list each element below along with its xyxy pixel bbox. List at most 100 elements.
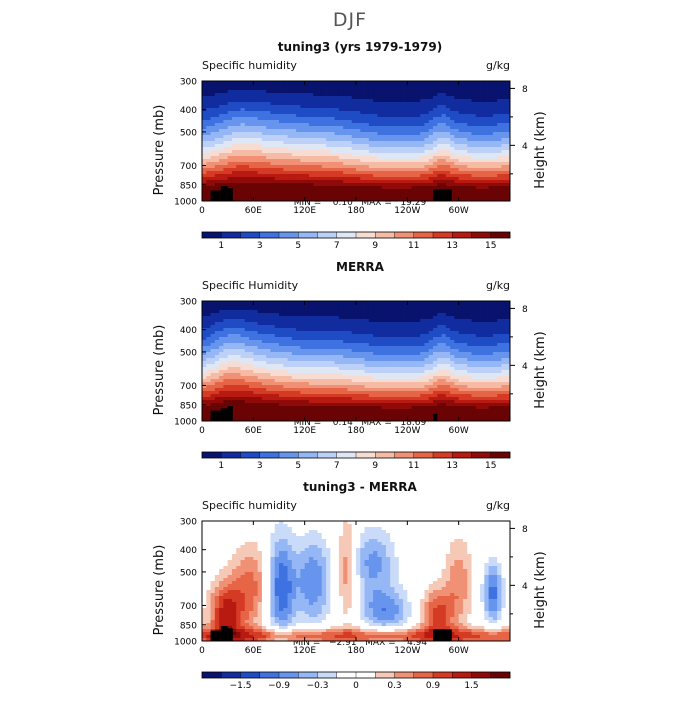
- heatmap-cell: [339, 319, 344, 322]
- heatmap-cell: [459, 99, 464, 102]
- heatmap-cell: [206, 138, 211, 141]
- heatmap-cell: [330, 319, 335, 322]
- heatmap-cell: [326, 346, 331, 349]
- heatmap-cell: [399, 126, 404, 129]
- heatmap-cell: [484, 183, 489, 186]
- heatmap-cell: [403, 102, 408, 105]
- heatmap-cell: [373, 186, 378, 189]
- heatmap-cell: [386, 84, 391, 87]
- heatmap-cell: [236, 111, 241, 114]
- heatmap-cell: [429, 343, 434, 346]
- heatmap-cell: [446, 334, 451, 337]
- heatmap-cell: [339, 376, 344, 379]
- heatmap-cell: [437, 304, 442, 307]
- heatmap-cell: [377, 129, 382, 132]
- heatmap-cell: [463, 168, 468, 171]
- heatmap-cell: [420, 108, 425, 111]
- heatmap-cell: [309, 123, 314, 126]
- heatmap-cell: [211, 376, 216, 379]
- heatmap-cell: [330, 132, 335, 135]
- heatmap-cell: [241, 301, 246, 304]
- heatmap-cell: [416, 189, 421, 192]
- heatmap-cell: [335, 108, 340, 111]
- heatmap-cell: [429, 379, 434, 382]
- heatmap-cell: [339, 307, 344, 310]
- heatmap-cell: [275, 99, 280, 102]
- heatmap-cell: [377, 144, 382, 147]
- heatmap-cell: [489, 90, 494, 93]
- heatmap-cell: [365, 93, 370, 96]
- heatmap-cell: [313, 93, 318, 96]
- heatmap-cell: [484, 370, 489, 373]
- heatmap-cell: [215, 87, 220, 90]
- heatmap-cell: [223, 337, 228, 340]
- heatmap-cell: [497, 138, 502, 141]
- heatmap-cell: [493, 81, 498, 84]
- heatmap-cell: [262, 147, 267, 150]
- heatmap-cell: [446, 349, 451, 352]
- heatmap-cell: [459, 304, 464, 307]
- heatmap-cell: [399, 364, 404, 367]
- heatmap-cell: [365, 352, 370, 355]
- heatmap-cell: [356, 370, 361, 373]
- heatmap-cell: [202, 313, 207, 316]
- heatmap-cell: [279, 168, 284, 171]
- heatmap-cell: [382, 93, 387, 96]
- heatmap-cell: [343, 117, 348, 120]
- heatmap-cell: [258, 102, 263, 105]
- heatmap-cell: [433, 343, 438, 346]
- heatmap-cell: [420, 355, 425, 358]
- x-tick-label: 60W: [448, 206, 468, 216]
- heatmap-cell: [211, 144, 216, 147]
- heatmap-cell: [343, 93, 348, 96]
- heatmap-cell: [339, 162, 344, 165]
- heatmap-cell: [386, 325, 391, 328]
- heatmap-cell: [241, 355, 246, 358]
- heatmap-cell: [245, 93, 250, 96]
- heatmap-cell: [424, 120, 429, 123]
- heatmap-cell: [288, 319, 293, 322]
- heatmap-cell: [292, 189, 297, 192]
- heatmap-cell: [493, 322, 498, 325]
- heatmap-cell: [335, 361, 340, 364]
- heatmap-cell: [245, 105, 250, 108]
- heatmap-cell: [493, 319, 498, 322]
- heatmap-cell: [356, 195, 361, 198]
- heatmap-cell: [296, 192, 301, 195]
- heatmap-cell: [407, 370, 412, 373]
- heatmap-cell: [433, 87, 438, 90]
- heatmap-cell: [275, 358, 280, 361]
- heatmap-cell: [420, 174, 425, 177]
- heatmap-cell: [463, 147, 468, 150]
- heatmap-cell: [420, 382, 425, 385]
- heatmap-cell: [219, 301, 224, 304]
- heatmap-cell: [288, 123, 293, 126]
- heatmap-cell: [424, 159, 429, 162]
- heatmap-cell: [223, 123, 228, 126]
- heatmap-cell: [223, 144, 228, 147]
- heatmap-cell: [450, 367, 455, 370]
- heatmap-cell: [309, 307, 314, 310]
- heatmap-cell: [369, 114, 374, 117]
- heatmap-cell: [206, 307, 211, 310]
- heatmap-cell: [420, 123, 425, 126]
- heatmap-cell: [454, 180, 459, 183]
- heatmap-cell: [270, 370, 275, 373]
- heatmap-cell: [305, 105, 310, 108]
- heatmap-cell: [215, 358, 220, 361]
- heatmap-cell: [365, 81, 370, 84]
- heatmap-cell: [215, 156, 220, 159]
- heatmap-cell: [489, 364, 494, 367]
- heatmap-cell: [373, 337, 378, 340]
- heatmap-cell: [211, 135, 216, 138]
- heatmap-cell: [335, 180, 340, 183]
- heatmap-cell: [211, 126, 216, 129]
- heatmap-cell: [330, 180, 335, 183]
- heatmap-cell: [399, 325, 404, 328]
- heatmap-cell: [450, 102, 455, 105]
- heatmap-cell: [258, 313, 263, 316]
- heatmap-cell: [420, 156, 425, 159]
- heatmap-cell: [232, 102, 237, 105]
- heatmap-cell: [335, 96, 340, 99]
- heatmap-cell: [300, 120, 305, 123]
